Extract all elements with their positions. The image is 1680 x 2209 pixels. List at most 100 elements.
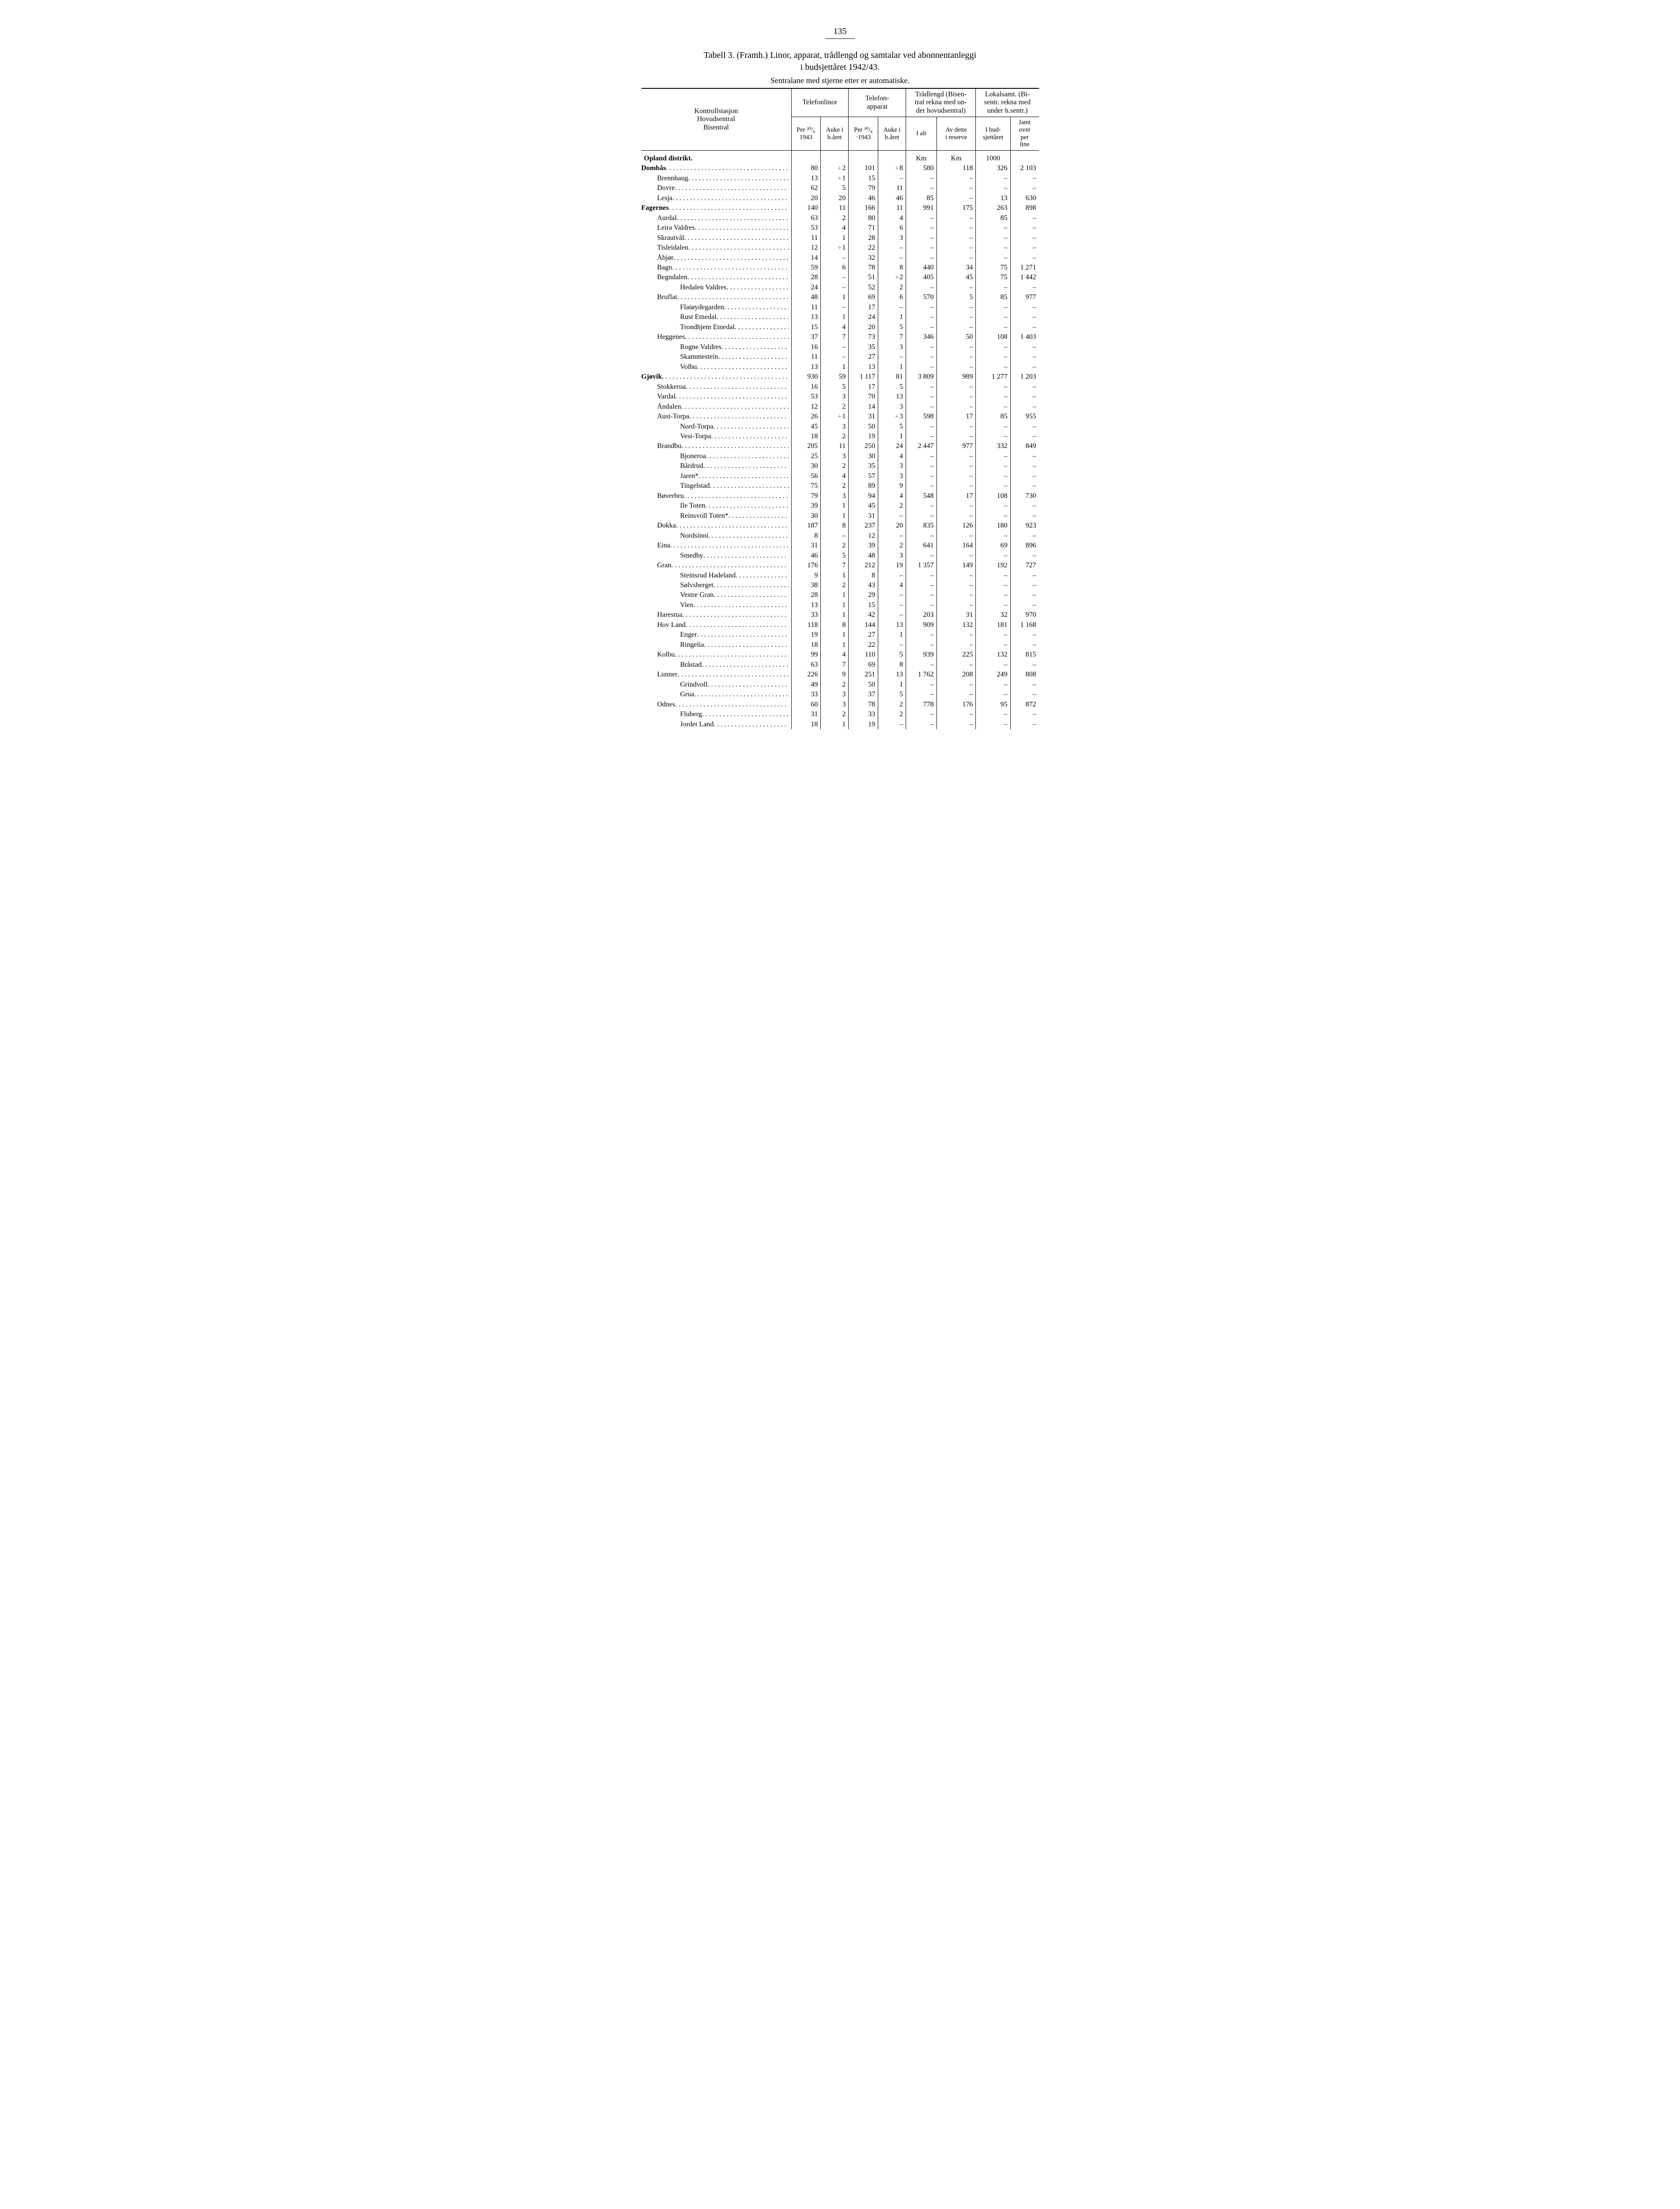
cell-c8: 1 442 bbox=[1010, 273, 1039, 282]
cell-c5: – bbox=[906, 690, 937, 699]
cell-c5: – bbox=[906, 303, 937, 312]
cell-c2: 1 bbox=[821, 590, 849, 600]
cell-c1: 33 bbox=[791, 610, 821, 620]
table-row: Grua . . . . . . . . . . . . . . . . . .… bbox=[641, 690, 1039, 699]
cell-c7: – bbox=[976, 382, 1010, 392]
cell-c5: – bbox=[906, 233, 937, 243]
cell-c7: 1 277 bbox=[976, 372, 1010, 382]
cell-c1: 31 bbox=[791, 541, 821, 550]
cell-c1: 31 bbox=[791, 710, 821, 719]
cell-c7: – bbox=[976, 352, 1010, 362]
cell-c1: 38 bbox=[791, 581, 821, 590]
table-row: Aust-Torpa . . . . . . . . . . . . . . .… bbox=[641, 412, 1039, 421]
cell-c8: – bbox=[1010, 581, 1039, 590]
cell-c1: 18 bbox=[791, 720, 821, 729]
cell-c6: 50 bbox=[937, 332, 976, 342]
cell-c6: – bbox=[937, 283, 976, 292]
cell-c5: 991 bbox=[906, 203, 937, 213]
cell-c8: – bbox=[1010, 174, 1039, 183]
cell-c7: – bbox=[976, 174, 1010, 183]
table-row: Ile Toten . . . . . . . . . . . . . . . … bbox=[641, 501, 1039, 511]
cell-c7: 95 bbox=[976, 700, 1010, 710]
cell-c6: 126 bbox=[937, 521, 976, 531]
row-name: Tisleidalen . . . . . . . . . . . . . . … bbox=[641, 243, 792, 253]
cell-c6: 149 bbox=[937, 561, 976, 570]
cell-c4: ÷3 bbox=[878, 412, 906, 421]
cell-c2: 3 bbox=[821, 452, 849, 461]
table-row: Dombås . . . . . . . . . . . . . . . . .… bbox=[641, 163, 1039, 173]
cell-c7: – bbox=[976, 481, 1010, 491]
cell-c3: 28 bbox=[849, 233, 878, 243]
cell-c8: 872 bbox=[1010, 700, 1039, 710]
cell-c7: – bbox=[976, 312, 1010, 322]
cell-c6: – bbox=[937, 461, 976, 471]
cell-c3: 42 bbox=[849, 610, 878, 620]
cell-c2: 1 bbox=[821, 312, 849, 322]
table-row: Vest-Torpa . . . . . . . . . . . . . . .… bbox=[641, 432, 1039, 441]
cell-c7: – bbox=[976, 551, 1010, 561]
cell-c1: 75 bbox=[791, 481, 821, 491]
cell-c5: – bbox=[906, 461, 937, 471]
table-row: Odnes . . . . . . . . . . . . . . . . . … bbox=[641, 700, 1039, 710]
cell-c7: – bbox=[976, 511, 1010, 521]
cell-c5: – bbox=[906, 362, 937, 372]
row-name: Brennhaug . . . . . . . . . . . . . . . … bbox=[641, 174, 792, 183]
cell-c4: – bbox=[878, 720, 906, 729]
cell-c3: 78 bbox=[849, 700, 878, 710]
cell-c5: – bbox=[906, 511, 937, 521]
cell-c7: – bbox=[976, 283, 1010, 292]
cell-c6: – bbox=[937, 233, 976, 243]
table-row: Lesja . . . . . . . . . . . . . . . . . … bbox=[641, 194, 1039, 203]
cell-c3: 79 bbox=[849, 183, 878, 193]
cell-c3: 94 bbox=[849, 491, 878, 501]
cell-c7: – bbox=[976, 571, 1010, 581]
cell-c2: – bbox=[821, 303, 849, 312]
cell-c6: – bbox=[937, 223, 976, 233]
cell-c8: – bbox=[1010, 452, 1039, 461]
cell-c2: 3 bbox=[821, 700, 849, 710]
row-name: Bagn . . . . . . . . . . . . . . . . . .… bbox=[641, 263, 792, 273]
page: 135 Tabell 3. (Framh.) Linor, apparat, t… bbox=[641, 27, 1039, 729]
cell-c5: 641 bbox=[906, 541, 937, 550]
cell-c8: 727 bbox=[1010, 561, 1039, 570]
cell-c6: – bbox=[937, 531, 976, 541]
cell-c2: 2 bbox=[821, 213, 849, 223]
unit-cell-4 bbox=[878, 150, 906, 163]
cell-c5: – bbox=[906, 432, 937, 441]
cell-c3: 70 bbox=[849, 392, 878, 402]
table-row: Bårdrud . . . . . . . . . . . . . . . . … bbox=[641, 461, 1039, 471]
cell-c4: – bbox=[878, 174, 906, 183]
cell-c1: 13 bbox=[791, 600, 821, 610]
cell-c5: 835 bbox=[906, 521, 937, 531]
table-row: Begndalen . . . . . . . . . . . . . . . … bbox=[641, 273, 1039, 282]
cell-c3: 31 bbox=[849, 511, 878, 521]
cell-c6: – bbox=[937, 352, 976, 362]
table-subtitle: Sentralane med stjerne etter er automati… bbox=[641, 76, 1039, 85]
cell-c5: – bbox=[906, 551, 937, 561]
cell-c4: ÷8 bbox=[878, 163, 906, 173]
cell-c4: – bbox=[878, 243, 906, 253]
cell-c4: 5 bbox=[878, 422, 906, 432]
cell-c7: 192 bbox=[976, 561, 1010, 570]
table-row: Hedalen Valdres . . . . . . . . . . . . … bbox=[641, 283, 1039, 292]
cell-c3: 14 bbox=[849, 402, 878, 412]
cell-c2: 1 bbox=[821, 630, 849, 640]
cell-c4: 6 bbox=[878, 223, 906, 233]
cell-c3: 52 bbox=[849, 283, 878, 292]
cell-c8: – bbox=[1010, 342, 1039, 352]
cell-c8: – bbox=[1010, 223, 1039, 233]
cell-c3: 8 bbox=[849, 571, 878, 581]
row-name: Brandbu . . . . . . . . . . . . . . . . … bbox=[641, 441, 792, 451]
cell-c8: – bbox=[1010, 323, 1039, 332]
cell-c8: 970 bbox=[1010, 610, 1039, 620]
stub-l1: Kontrollstasjon bbox=[694, 107, 738, 115]
cell-c1: 46 bbox=[791, 551, 821, 561]
row-name: Leira Valdres . . . . . . . . . . . . . … bbox=[641, 223, 792, 233]
row-name: Harestua . . . . . . . . . . . . . . . .… bbox=[641, 610, 792, 620]
table-row: Leira Valdres . . . . . . . . . . . . . … bbox=[641, 223, 1039, 233]
cell-c2: 2 bbox=[821, 581, 849, 590]
cell-c4: 4 bbox=[878, 581, 906, 590]
cell-c6: – bbox=[937, 183, 976, 193]
table-row: Rust Etnedal . . . . . . . . . . . . . .… bbox=[641, 312, 1039, 322]
cell-c3: 69 bbox=[849, 660, 878, 670]
